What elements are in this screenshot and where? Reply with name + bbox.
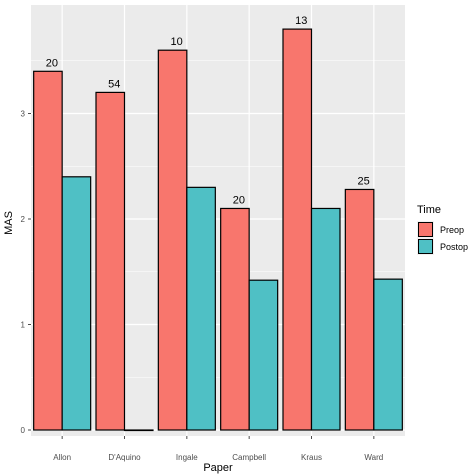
y-axis-title: MAS xyxy=(3,211,15,235)
bar-postop xyxy=(248,279,279,431)
x-tick-label: Allon xyxy=(53,453,71,462)
bar-preop xyxy=(95,91,126,431)
bars-group xyxy=(33,28,403,432)
y-tick-label: 3 xyxy=(21,110,26,119)
bar-value-label: 25 xyxy=(357,175,369,187)
legend-swatch-postop xyxy=(418,239,433,254)
x-tick-label: Campbell xyxy=(232,453,266,462)
minor-gridlines xyxy=(31,60,405,378)
x-axis-title: Paper xyxy=(203,462,233,474)
x-tick-label: D'Aquino xyxy=(108,453,141,462)
x-axis: Allon D'Aquino Ingale Campbell Kraus Ward xyxy=(53,436,383,462)
x-tick-label: Ward xyxy=(364,453,383,462)
bar-preop xyxy=(220,207,250,431)
legend-label-postop: Postop xyxy=(440,242,468,252)
legend-label-preop: Preop xyxy=(440,225,464,235)
panel-background xyxy=(31,5,405,436)
bar-postop xyxy=(310,207,341,431)
y-axis: 0 1 2 3 xyxy=(21,110,31,435)
bar-postop xyxy=(61,176,92,431)
bar-postop xyxy=(186,186,216,431)
y-tick-label: 2 xyxy=(21,215,26,224)
bar-preop xyxy=(282,28,313,431)
bar-labels-group: 20 54 10 20 13 25 xyxy=(46,15,370,206)
bar-value-label: 13 xyxy=(295,15,307,27)
bar-postop xyxy=(123,429,154,432)
bar-value-label: 20 xyxy=(46,57,58,69)
y-tick-label: 0 xyxy=(21,426,26,435)
x-tick-label: Ingale xyxy=(176,453,198,462)
bar-preop xyxy=(33,70,63,431)
y-tick-label: 1 xyxy=(21,321,26,330)
legend-title: Time xyxy=(417,204,441,216)
bar-preop xyxy=(344,188,375,431)
bar-postop xyxy=(373,278,403,431)
legend: Time Preop Postop xyxy=(417,204,468,255)
bar-value-label: 54 xyxy=(108,78,120,90)
bar-preop xyxy=(157,49,188,431)
bar-value-label: 10 xyxy=(170,36,182,48)
x-tick-label: Kraus xyxy=(301,453,322,462)
legend-swatch-preop xyxy=(418,222,433,237)
bar-value-label: 20 xyxy=(233,194,245,206)
